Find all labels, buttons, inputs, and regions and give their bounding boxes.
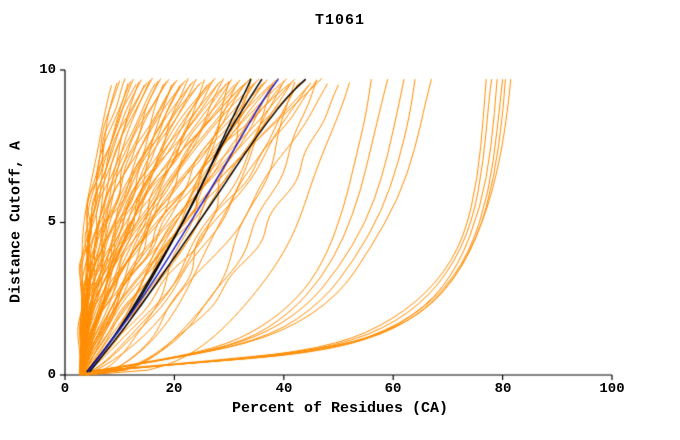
y-axis-label: Distance Cutoff, A (7, 140, 25, 304)
y-tick-label-0: 0 (47, 367, 56, 383)
x-tick-label-20: 20 (165, 381, 183, 397)
x-tick-label-80: 80 (494, 381, 512, 397)
y-tick-label-5: 5 (47, 214, 56, 230)
x-tick-label-100: 100 (599, 381, 625, 397)
chart-title: T1061 (314, 12, 365, 29)
x-axis-label: Percent of Residues (CA) (231, 400, 449, 417)
x-tick-label-60: 60 (384, 381, 402, 397)
x-tick-label-0: 0 (60, 381, 70, 397)
x-tick-label-40: 40 (275, 381, 293, 397)
y-tick-label-10: 10 (39, 62, 56, 78)
